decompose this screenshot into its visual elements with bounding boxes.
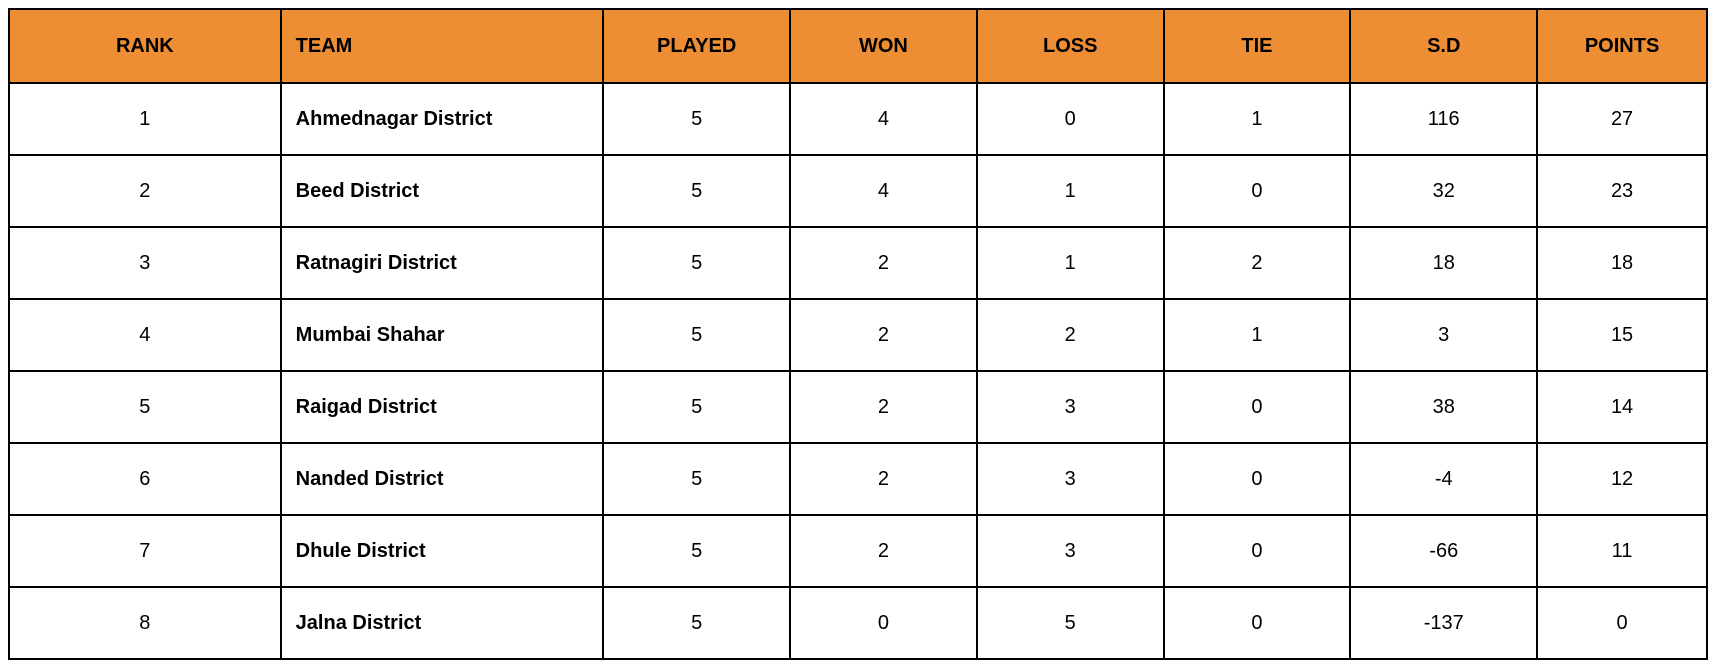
cell-played: 5 bbox=[603, 155, 790, 227]
col-header-sd: S.D bbox=[1350, 9, 1537, 83]
cell-tie: 1 bbox=[1164, 299, 1351, 371]
cell-played: 5 bbox=[603, 83, 790, 155]
cell-team: Mumbai Shahar bbox=[281, 299, 604, 371]
col-header-played: PLAYED bbox=[603, 9, 790, 83]
header-row: RANK TEAM PLAYED WON LOSS TIE S.D POINTS bbox=[9, 9, 1707, 83]
cell-loss: 1 bbox=[977, 227, 1164, 299]
cell-sd: 116 bbox=[1350, 83, 1537, 155]
col-header-points: POINTS bbox=[1537, 9, 1707, 83]
table-row: 4 Mumbai Shahar 5 2 2 1 3 15 bbox=[9, 299, 1707, 371]
cell-team: Dhule District bbox=[281, 515, 604, 587]
cell-points: 15 bbox=[1537, 299, 1707, 371]
cell-rank: 4 bbox=[9, 299, 281, 371]
cell-won: 2 bbox=[790, 299, 977, 371]
cell-tie: 0 bbox=[1164, 155, 1351, 227]
cell-rank: 6 bbox=[9, 443, 281, 515]
cell-sd: -4 bbox=[1350, 443, 1537, 515]
cell-rank: 2 bbox=[9, 155, 281, 227]
table-row: 6 Nanded District 5 2 3 0 -4 12 bbox=[9, 443, 1707, 515]
cell-won: 0 bbox=[790, 587, 977, 659]
table-body: 1 Ahmednagar District 5 4 0 1 116 27 2 B… bbox=[9, 83, 1707, 659]
cell-loss: 3 bbox=[977, 371, 1164, 443]
table-row: 8 Jalna District 5 0 5 0 -137 0 bbox=[9, 587, 1707, 659]
col-header-rank: RANK bbox=[9, 9, 281, 83]
cell-sd: 18 bbox=[1350, 227, 1537, 299]
cell-sd: -137 bbox=[1350, 587, 1537, 659]
cell-team: Ahmednagar District bbox=[281, 83, 604, 155]
table-row: 7 Dhule District 5 2 3 0 -66 11 bbox=[9, 515, 1707, 587]
cell-tie: 2 bbox=[1164, 227, 1351, 299]
cell-loss: 1 bbox=[977, 155, 1164, 227]
table-row: 2 Beed District 5 4 1 0 32 23 bbox=[9, 155, 1707, 227]
cell-points: 18 bbox=[1537, 227, 1707, 299]
col-header-loss: LOSS bbox=[977, 9, 1164, 83]
cell-played: 5 bbox=[603, 227, 790, 299]
cell-sd: 32 bbox=[1350, 155, 1537, 227]
cell-played: 5 bbox=[603, 587, 790, 659]
cell-rank: 5 bbox=[9, 371, 281, 443]
cell-tie: 0 bbox=[1164, 587, 1351, 659]
cell-sd: 3 bbox=[1350, 299, 1537, 371]
cell-won: 2 bbox=[790, 371, 977, 443]
col-header-tie: TIE bbox=[1164, 9, 1351, 83]
cell-tie: 0 bbox=[1164, 443, 1351, 515]
cell-points: 23 bbox=[1537, 155, 1707, 227]
cell-tie: 0 bbox=[1164, 515, 1351, 587]
cell-points: 11 bbox=[1537, 515, 1707, 587]
cell-rank: 3 bbox=[9, 227, 281, 299]
col-header-won: WON bbox=[790, 9, 977, 83]
cell-team: Ratnagiri District bbox=[281, 227, 604, 299]
cell-won: 2 bbox=[790, 443, 977, 515]
cell-team: Raigad District bbox=[281, 371, 604, 443]
cell-points: 12 bbox=[1537, 443, 1707, 515]
cell-loss: 3 bbox=[977, 443, 1164, 515]
col-header-team: TEAM bbox=[281, 9, 604, 83]
standings-table: RANK TEAM PLAYED WON LOSS TIE S.D POINTS… bbox=[8, 8, 1708, 660]
cell-points: 14 bbox=[1537, 371, 1707, 443]
cell-points: 27 bbox=[1537, 83, 1707, 155]
table-header: RANK TEAM PLAYED WON LOSS TIE S.D POINTS bbox=[9, 9, 1707, 83]
cell-rank: 1 bbox=[9, 83, 281, 155]
table-row: 5 Raigad District 5 2 3 0 38 14 bbox=[9, 371, 1707, 443]
cell-won: 2 bbox=[790, 227, 977, 299]
cell-team: Nanded District bbox=[281, 443, 604, 515]
cell-loss: 0 bbox=[977, 83, 1164, 155]
table-row: 1 Ahmednagar District 5 4 0 1 116 27 bbox=[9, 83, 1707, 155]
cell-loss: 5 bbox=[977, 587, 1164, 659]
cell-sd: -66 bbox=[1350, 515, 1537, 587]
table-row: 3 Ratnagiri District 5 2 1 2 18 18 bbox=[9, 227, 1707, 299]
cell-played: 5 bbox=[603, 299, 790, 371]
cell-won: 4 bbox=[790, 83, 977, 155]
cell-team: Beed District bbox=[281, 155, 604, 227]
cell-played: 5 bbox=[603, 443, 790, 515]
cell-rank: 7 bbox=[9, 515, 281, 587]
cell-sd: 38 bbox=[1350, 371, 1537, 443]
cell-rank: 8 bbox=[9, 587, 281, 659]
cell-played: 5 bbox=[603, 371, 790, 443]
cell-played: 5 bbox=[603, 515, 790, 587]
cell-won: 2 bbox=[790, 515, 977, 587]
cell-loss: 3 bbox=[977, 515, 1164, 587]
cell-tie: 0 bbox=[1164, 371, 1351, 443]
cell-points: 0 bbox=[1537, 587, 1707, 659]
cell-team: Jalna District bbox=[281, 587, 604, 659]
cell-won: 4 bbox=[790, 155, 977, 227]
cell-loss: 2 bbox=[977, 299, 1164, 371]
cell-tie: 1 bbox=[1164, 83, 1351, 155]
